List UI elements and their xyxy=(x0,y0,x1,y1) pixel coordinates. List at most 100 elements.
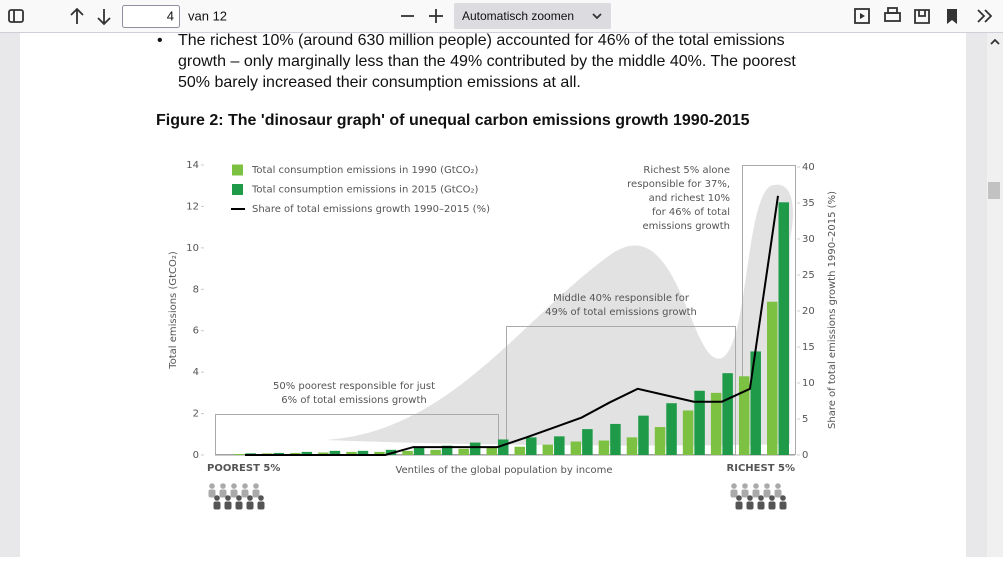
bar xyxy=(497,439,509,455)
bar xyxy=(610,423,621,455)
y-axis-label: Total emissions (GtCO₂) xyxy=(168,251,179,370)
annotation: Richest 5% alone xyxy=(643,165,730,176)
bar xyxy=(598,440,610,455)
legend-label: Total consumption emissions in 2015 (GtC… xyxy=(251,185,479,196)
sidebar-toggle[interactable] xyxy=(8,9,24,23)
presentation-mode[interactable] xyxy=(854,8,870,24)
zoom-value: Automatisch zoomen xyxy=(462,9,574,23)
bar xyxy=(710,392,722,455)
dinosaur-shape xyxy=(325,184,793,446)
figure-title: Figure 2: The 'dinosaur graph' of unequa… xyxy=(156,112,750,129)
bar xyxy=(290,452,301,455)
bar xyxy=(638,415,649,455)
bar xyxy=(542,444,554,455)
pdf-page xyxy=(20,33,966,557)
person-head xyxy=(775,483,781,489)
bar xyxy=(318,452,329,455)
legend-label: Share of total emissions growth 1990–201… xyxy=(252,204,490,215)
person-body xyxy=(230,489,238,498)
person-head xyxy=(231,483,237,489)
annotation: Middle 40% responsible for xyxy=(553,293,690,304)
bar xyxy=(554,436,565,455)
person-head xyxy=(747,495,753,501)
y-tick-label: 2 xyxy=(193,409,199,420)
person-body xyxy=(735,501,743,510)
y2-axis-label: Share of total emissions growth 1990–201… xyxy=(827,191,838,429)
y2-tick-label: 20 xyxy=(802,306,815,317)
bar xyxy=(570,441,582,455)
person-head xyxy=(236,495,242,501)
bar xyxy=(626,437,638,455)
bar xyxy=(469,442,481,455)
legend-swatch xyxy=(232,164,243,176)
bar xyxy=(402,450,413,455)
person-head xyxy=(758,495,764,501)
y2-tick-label: 40 xyxy=(802,162,815,173)
person-head xyxy=(742,483,748,489)
bar xyxy=(738,376,750,455)
y2-tick-label: 5 xyxy=(802,414,808,425)
bar xyxy=(374,451,385,455)
y-tick-label: 12 xyxy=(186,201,199,212)
person-head xyxy=(253,483,259,489)
x-tick-label: RICHEST 5% xyxy=(727,463,795,474)
page-input[interactable] xyxy=(122,5,180,28)
bar xyxy=(346,451,357,455)
bar xyxy=(430,449,441,455)
bar xyxy=(514,446,526,455)
zoom-select[interactable] xyxy=(454,3,611,29)
person-body xyxy=(241,489,249,498)
body-text: 50% barely increased their consumption e… xyxy=(178,74,581,91)
bar xyxy=(526,437,537,455)
scroll-up[interactable] xyxy=(990,38,1000,45)
bar xyxy=(301,451,313,455)
bar xyxy=(582,429,593,455)
y2-tick-label: 10 xyxy=(802,378,815,389)
legend-swatch xyxy=(232,184,243,195)
annotation: 49% of total emissions growth xyxy=(545,307,697,318)
y2-tick-label: 30 xyxy=(802,234,815,245)
previous-page[interactable] xyxy=(70,7,84,24)
y2-tick-label: 15 xyxy=(802,342,815,353)
save[interactable] xyxy=(914,9,930,24)
next-page[interactable] xyxy=(97,9,111,26)
bar xyxy=(722,373,733,455)
person-body xyxy=(219,489,227,498)
scroll-thumb[interactable] xyxy=(988,182,1000,199)
person-head xyxy=(731,483,737,489)
person-body xyxy=(257,501,265,510)
person-body xyxy=(224,501,232,510)
bookmark[interactable] xyxy=(947,9,957,24)
bar xyxy=(654,427,666,455)
person-body xyxy=(208,489,216,498)
y2-tick-label: 0 xyxy=(802,450,808,461)
annotation: 6% of total emissions growth xyxy=(281,395,426,406)
bar xyxy=(234,453,245,455)
page-count: van 12 xyxy=(188,8,227,23)
people-icons xyxy=(208,483,787,510)
print[interactable] xyxy=(884,7,901,22)
tools[interactable] xyxy=(977,9,993,23)
scrollbar[interactable] xyxy=(987,33,1003,557)
bullet: • xyxy=(157,32,163,49)
person-body xyxy=(752,489,760,498)
y2-tick-label: 35 xyxy=(802,198,815,209)
bar xyxy=(273,452,285,455)
bar xyxy=(357,450,369,455)
person-head xyxy=(220,483,226,489)
person-head xyxy=(764,483,770,489)
annotation: 50% poorest responsible for just xyxy=(273,381,435,392)
bar xyxy=(329,450,341,455)
person-body xyxy=(246,501,254,510)
x-axis-label: Ventiles of the global population by inc… xyxy=(395,465,612,476)
person-body xyxy=(235,501,243,510)
person-body xyxy=(757,501,765,510)
x-tick-label: POOREST 5% xyxy=(207,463,280,474)
legend-label: Total consumption emissions in 1990 (GtC… xyxy=(251,165,479,176)
bar xyxy=(750,351,761,455)
bar xyxy=(413,447,425,455)
bar xyxy=(486,447,497,455)
person-body xyxy=(252,489,260,498)
person-body xyxy=(763,489,771,498)
person-head xyxy=(769,495,775,501)
